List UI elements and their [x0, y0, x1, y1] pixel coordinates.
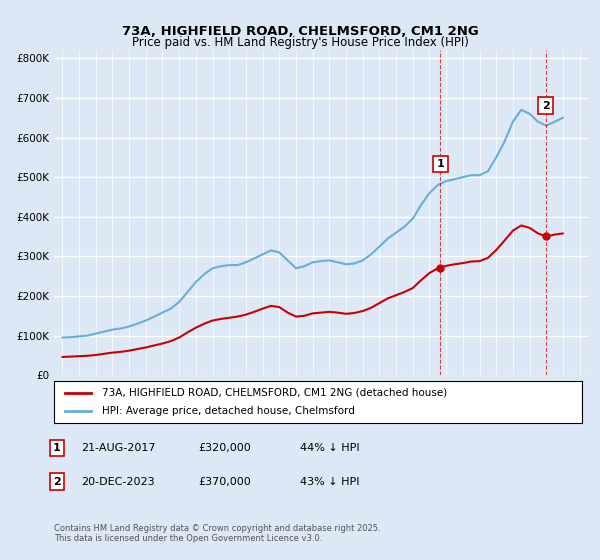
Text: 2: 2: [542, 101, 550, 110]
Text: 73A, HIGHFIELD ROAD, CHELMSFORD, CM1 2NG (detached house): 73A, HIGHFIELD ROAD, CHELMSFORD, CM1 2NG…: [101, 388, 447, 398]
Text: 20-DEC-2023: 20-DEC-2023: [81, 477, 155, 487]
Text: Price paid vs. HM Land Registry's House Price Index (HPI): Price paid vs. HM Land Registry's House …: [131, 36, 469, 49]
Text: £370,000: £370,000: [198, 477, 251, 487]
Text: 1: 1: [436, 159, 444, 169]
Text: 1: 1: [53, 443, 61, 453]
Text: Contains HM Land Registry data © Crown copyright and database right 2025.
This d: Contains HM Land Registry data © Crown c…: [54, 524, 380, 543]
Text: 44% ↓ HPI: 44% ↓ HPI: [300, 443, 359, 453]
Text: 21-AUG-2017: 21-AUG-2017: [81, 443, 155, 453]
Text: 43% ↓ HPI: 43% ↓ HPI: [300, 477, 359, 487]
Text: £320,000: £320,000: [198, 443, 251, 453]
Text: HPI: Average price, detached house, Chelmsford: HPI: Average price, detached house, Chel…: [101, 406, 355, 416]
Text: 2: 2: [53, 477, 61, 487]
Text: 73A, HIGHFIELD ROAD, CHELMSFORD, CM1 2NG: 73A, HIGHFIELD ROAD, CHELMSFORD, CM1 2NG: [122, 25, 478, 38]
